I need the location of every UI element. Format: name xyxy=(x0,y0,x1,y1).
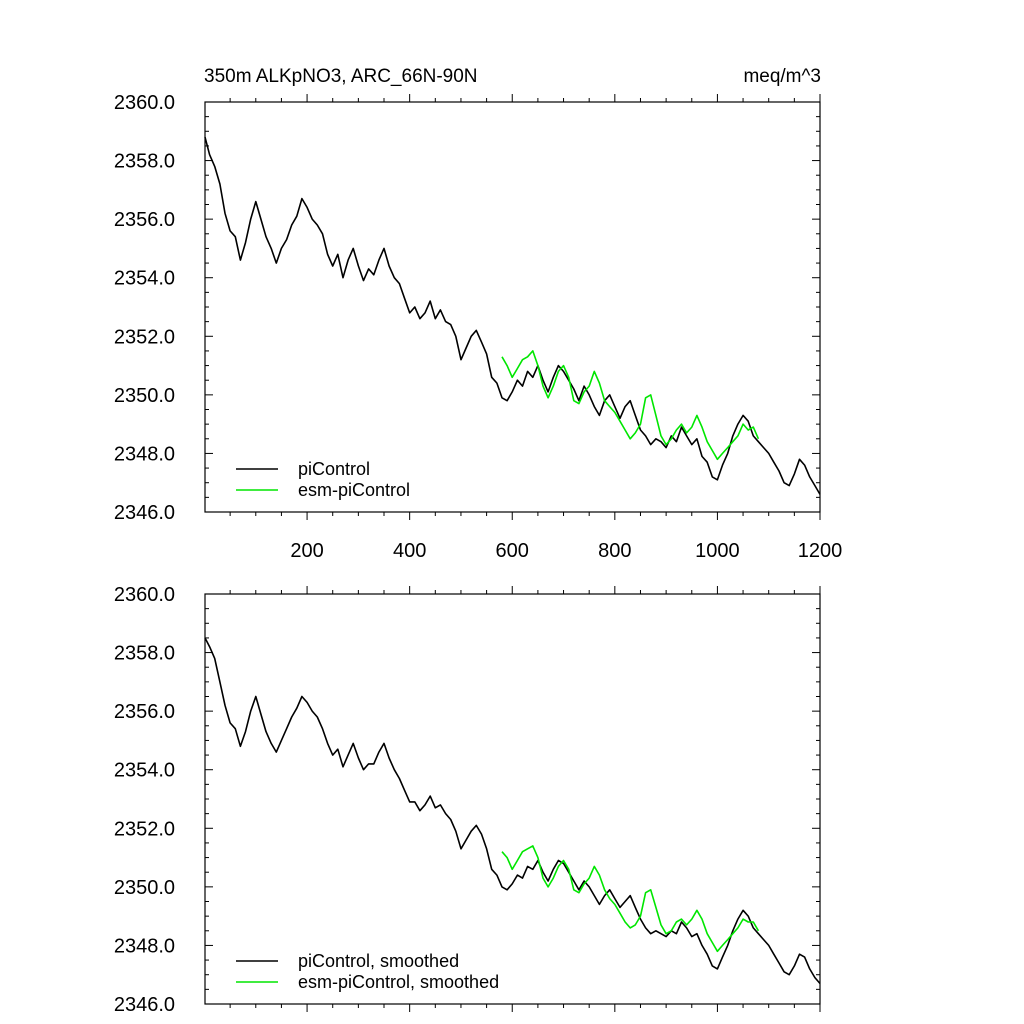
bottom-legend-label-esm: esm-piControl, smoothed xyxy=(298,972,499,992)
bottom-series-esm-picontrol-line xyxy=(501,845,760,953)
top-panel: 2346.0 2348.0 2350.0 2352.0 2354.0 2356.0 2358… xyxy=(114,92,842,562)
top-y-tick-label: 2350.0 xyxy=(114,385,175,407)
bottom-panel: 2346.0 2348.0 2350.0 2352.0 2354.0 2356.0 2358… xyxy=(114,584,821,1016)
bottom-y-tick-label: 2346.0 xyxy=(114,994,175,1016)
top-y-tick-label: 2356.0 xyxy=(114,209,175,231)
bottom-y-tick-label: 2356.0 xyxy=(114,701,175,723)
top-y-tick-label: 2358.0 xyxy=(114,151,175,173)
bottom-y-tick-label: 2348.0 xyxy=(114,935,175,957)
top-legend-label-esm: esm-piControl xyxy=(298,480,410,500)
top-y-tick-label: 2346.0 xyxy=(114,502,175,524)
top-legend: piControl esm-piControl xyxy=(236,459,410,500)
top-x-tick-label: 1000 xyxy=(695,540,740,562)
top-x-tick-label: 200 xyxy=(290,540,323,562)
bottom-legend-label-pi: piControl, smoothed xyxy=(298,951,459,971)
top-x-tick-label: 400 xyxy=(393,540,426,562)
chart-title: 350m ALKpNO3, ARC_66N-90N xyxy=(204,66,478,87)
top-series-picontrol-line xyxy=(204,136,821,495)
bottom-y-tick-label: 2350.0 xyxy=(114,877,175,899)
top-y-tick-label: 2354.0 xyxy=(114,268,175,290)
units-label: meq/m^3 xyxy=(743,66,821,87)
bottom-legend: piControl, smoothed esm-piControl, smoot… xyxy=(236,951,499,992)
top-y-tick-label: 2352.0 xyxy=(114,326,175,348)
bottom-y-tick-label: 2360.0 xyxy=(114,584,175,606)
bottom-series-picontrol-line xyxy=(204,637,821,985)
bottom-y-tick-label: 2358.0 xyxy=(114,643,175,665)
top-series-esm-picontrol-line xyxy=(501,350,760,461)
top-y-tick-label: 2348.0 xyxy=(114,443,175,465)
bottom-y-tick-label: 2352.0 xyxy=(114,818,175,840)
top-x-tick-label: 1200 xyxy=(798,540,843,562)
top-x-tick-label: 600 xyxy=(496,540,529,562)
top-y-tick-label: 2360.0 xyxy=(114,92,175,114)
top-x-tick-label: 800 xyxy=(598,540,631,562)
top-legend-label-pi: piControl xyxy=(298,459,370,479)
bottom-plot-frame xyxy=(204,593,821,1005)
bottom-y-tick-label: 2354.0 xyxy=(114,760,175,782)
